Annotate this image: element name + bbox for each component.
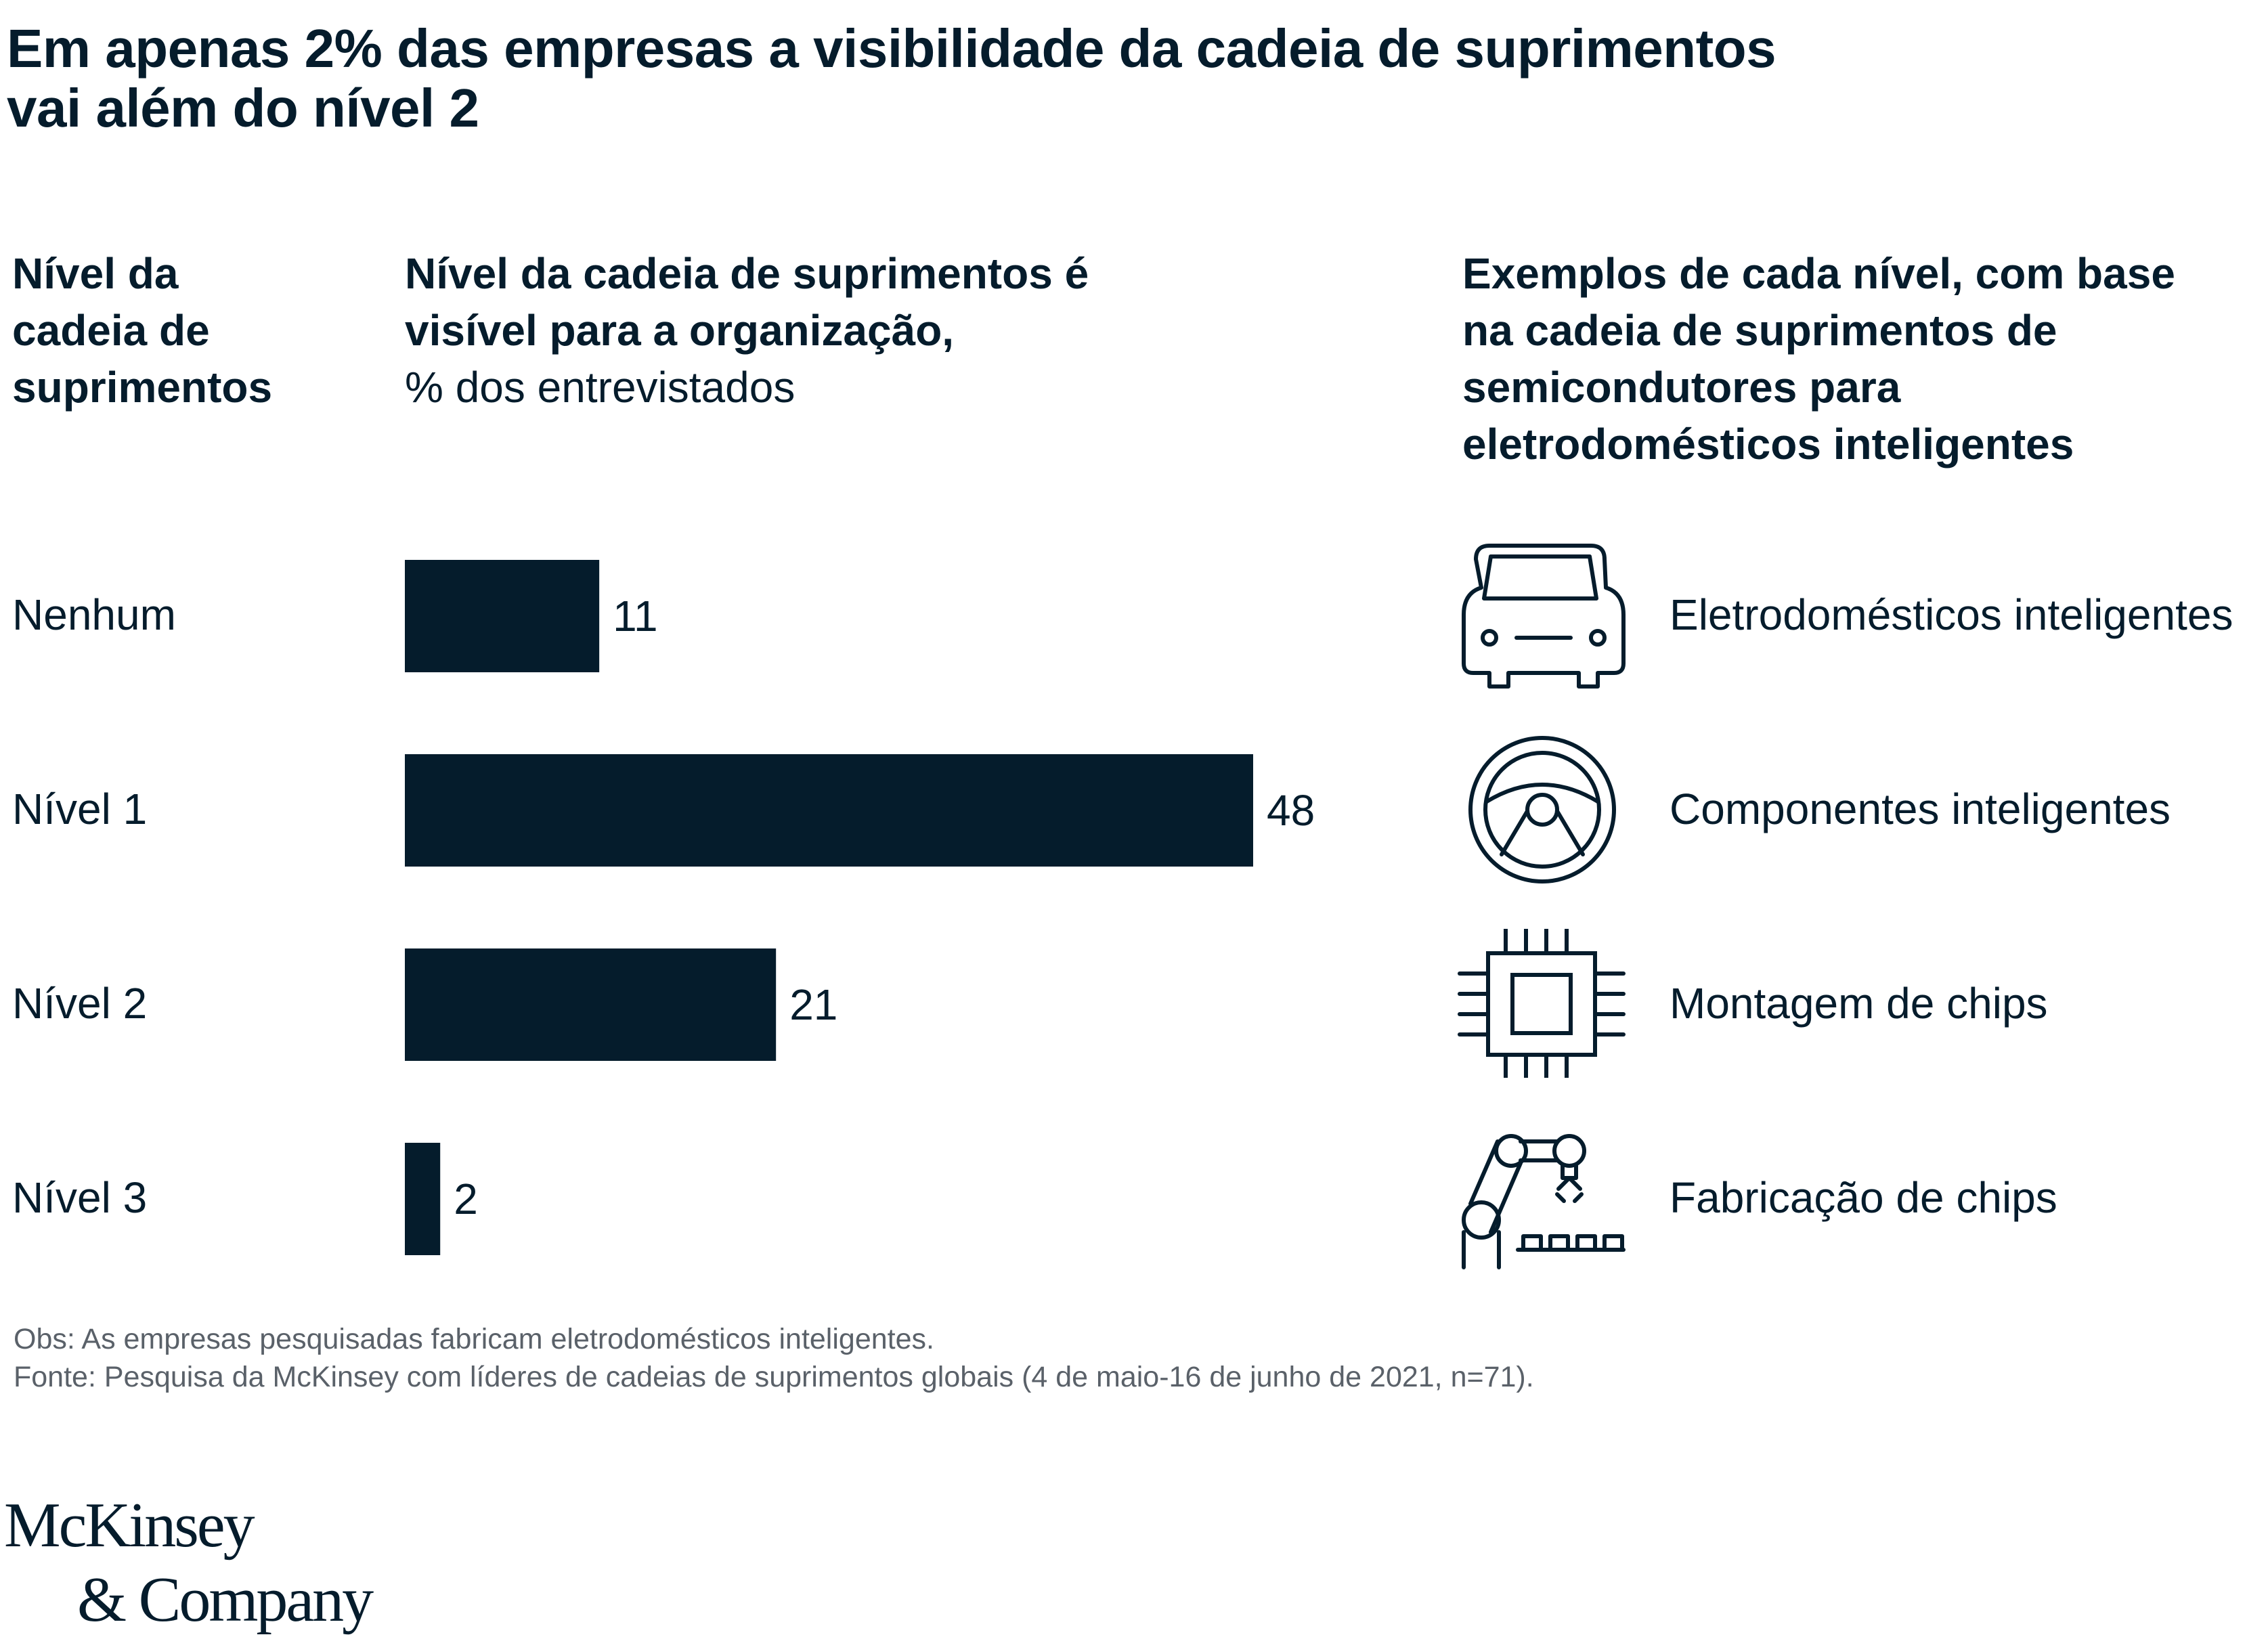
bars-header-line-1: Nível da cadeia de suprimentos é [405, 249, 1089, 298]
bar-nenhum [405, 560, 600, 672]
bar-nivel-3 [405, 1143, 441, 1255]
examples-header-line-4: eletrodomésticos inteligentes [1462, 420, 2074, 468]
bar-value-label-nivel-3: 2 [454, 1175, 478, 1223]
example-label-nenhum: Eletrodomésticos inteligentes [1670, 590, 2233, 639]
example-label-nivel-3: Fabricação de chips [1670, 1173, 2057, 1222]
examples-header-line-3: semicondutores para [1462, 363, 1901, 412]
bars-column-header: Nível da cadeia de suprimentos é visível… [405, 245, 1420, 416]
level-header-line-2: cadeia de [12, 306, 210, 355]
bar-nivel-2 [405, 948, 777, 1061]
title-line-2: vai além do nível 2 [7, 78, 479, 138]
example-label-nivel-2: Montagem de chips [1670, 979, 2048, 1028]
row-label-nivel-2: Nível 2 [12, 979, 148, 1028]
chart-title: Em apenas 2% das empresas a visibilidade… [7, 19, 2173, 138]
row-label-nivel-3: Nível 3 [12, 1173, 148, 1222]
logo-line-1: McKinsey [4, 1490, 255, 1560]
level-header-line-3: suprimentos [12, 363, 273, 412]
examples-header-line-2: na cadeia de suprimentos de [1462, 306, 2057, 355]
examples-column-header: Exemplos de cada nível, com base na cade… [1462, 245, 2261, 473]
logo-line-2: & Company [77, 1565, 374, 1635]
title-line-1: Em apenas 2% das empresas a visibilidade… [7, 18, 1776, 79]
level-header-line-1: Nível da [12, 249, 179, 298]
example-label-nivel-1: Componentes inteligentes [1670, 785, 2171, 833]
bar-value-label-nivel-1: 48 [1267, 786, 1315, 835]
robot-arm-icon [1462, 1134, 1626, 1269]
note-obs: Obs: As empresas pesquisadas fabricam el… [14, 1323, 934, 1355]
row-label-nivel-1: Nível 1 [12, 785, 148, 833]
note-source: Fonte: Pesquisa da McKinsey com líderes … [14, 1361, 1534, 1393]
steering-wheel-icon [1468, 736, 1616, 883]
car-icon [1462, 544, 1626, 689]
bar-value-label-nivel-2: 21 [789, 980, 837, 1029]
bar-nivel-1 [405, 754, 1253, 867]
mckinsey-logo: McKinsey & Company [4, 1488, 374, 1637]
examples-header-line-1: Exemplos de cada nível, com base [1462, 249, 2175, 298]
row-label-nenhum: Nenhum [12, 590, 176, 639]
level-column-header: Nível da cadeia de suprimentos [12, 245, 378, 416]
bars-header-unit: % dos entrevistados [405, 363, 795, 412]
footnotes: Obs: As empresas pesquisadas fabricam el… [14, 1320, 2180, 1396]
bar-value-label-nenhum: 11 [613, 592, 657, 640]
chip-icon [1458, 929, 1626, 1078]
bars-header-line-2: visível para a organização, [405, 306, 955, 355]
